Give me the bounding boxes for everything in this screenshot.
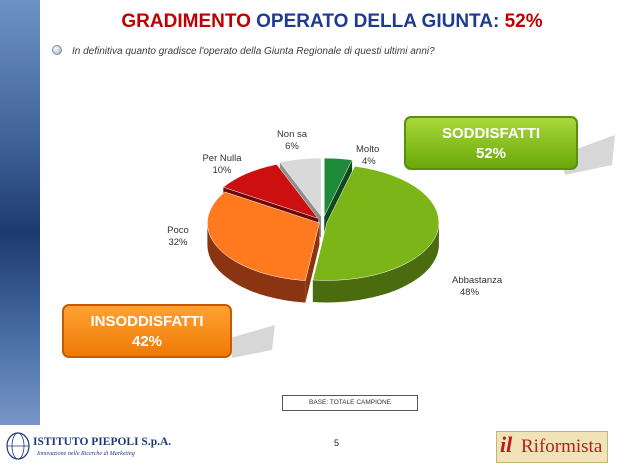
title-part-2: OPERATO DELLA GIUNTA:: [256, 11, 500, 32]
bullet-icon: [52, 45, 62, 55]
base-note: BASE: TOTALE CAMPIONE: [282, 395, 418, 411]
pie-label-value: 6%: [285, 141, 299, 152]
title-part-1: GRADIMENTO: [121, 11, 251, 32]
pie-label-value: 4%: [362, 156, 376, 167]
pie-slice-side-poco: [207, 223, 306, 303]
pie-slice-molto: [324, 157, 353, 217]
dissatisfied-label: INSODDISFATTI: [90, 313, 204, 330]
piepoli-name: ISTITUTO PIEPOLI S.p.A.: [33, 436, 172, 448]
pie-slice-abbastanza: [312, 166, 440, 281]
pie-slice-poco: [207, 191, 320, 281]
satisfied-value: 52%: [475, 145, 507, 162]
pie-label-category: Abbastanza: [452, 275, 503, 286]
page-number: 5: [334, 438, 340, 448]
page-title: GRADIMENTO OPERATO DELLA GIUNTA: 52%: [40, 11, 624, 33]
dissatisfied-value: 42%: [131, 333, 163, 350]
pie-label-category: Molto: [356, 144, 379, 155]
pie-slice-per-nulla: [222, 164, 319, 219]
piepoli-emblem-icon: [6, 432, 30, 460]
riformista-prefix: il: [500, 432, 513, 457]
piepoli-tagline: Innovazione nelle Ricerche di Marketing: [37, 451, 135, 457]
callout-shadow-dissatisfied: [230, 325, 275, 358]
satisfied-label: SODDISFATTI: [441, 125, 541, 142]
dissatisfied-callout: INSODDISFATTI 42%: [62, 304, 232, 358]
pie-label-value: 10%: [212, 165, 232, 176]
title-part-3: 52%: [504, 11, 543, 32]
pie-slice-non-sa: [279, 157, 322, 217]
pie-label-value: 32%: [168, 237, 188, 248]
pie-slices: [207, 157, 440, 303]
satisfied-callout: SODDISFATTI 52%: [404, 116, 578, 170]
pie-label-category: Per Nulla: [202, 153, 242, 164]
piepoli-logo: ISTITUTO PIEPOLI S.p.A. Innovazione nell…: [5, 430, 171, 464]
pie-label-value: 48%: [460, 287, 480, 298]
riformista-name: Riformista: [521, 436, 603, 457]
pie-slice-side-abbastanza: [312, 222, 439, 303]
survey-question: In definitiva quanto gradisce l'operato …: [52, 45, 612, 57]
riformista-logo: il Riformista: [496, 431, 608, 463]
sidebar-decoration: [0, 0, 40, 425]
pie-label-category: Non sa: [277, 129, 308, 140]
pie-label-category: Poco: [167, 225, 189, 236]
question-text: In definitiva quanto gradisce l'operato …: [72, 46, 435, 57]
